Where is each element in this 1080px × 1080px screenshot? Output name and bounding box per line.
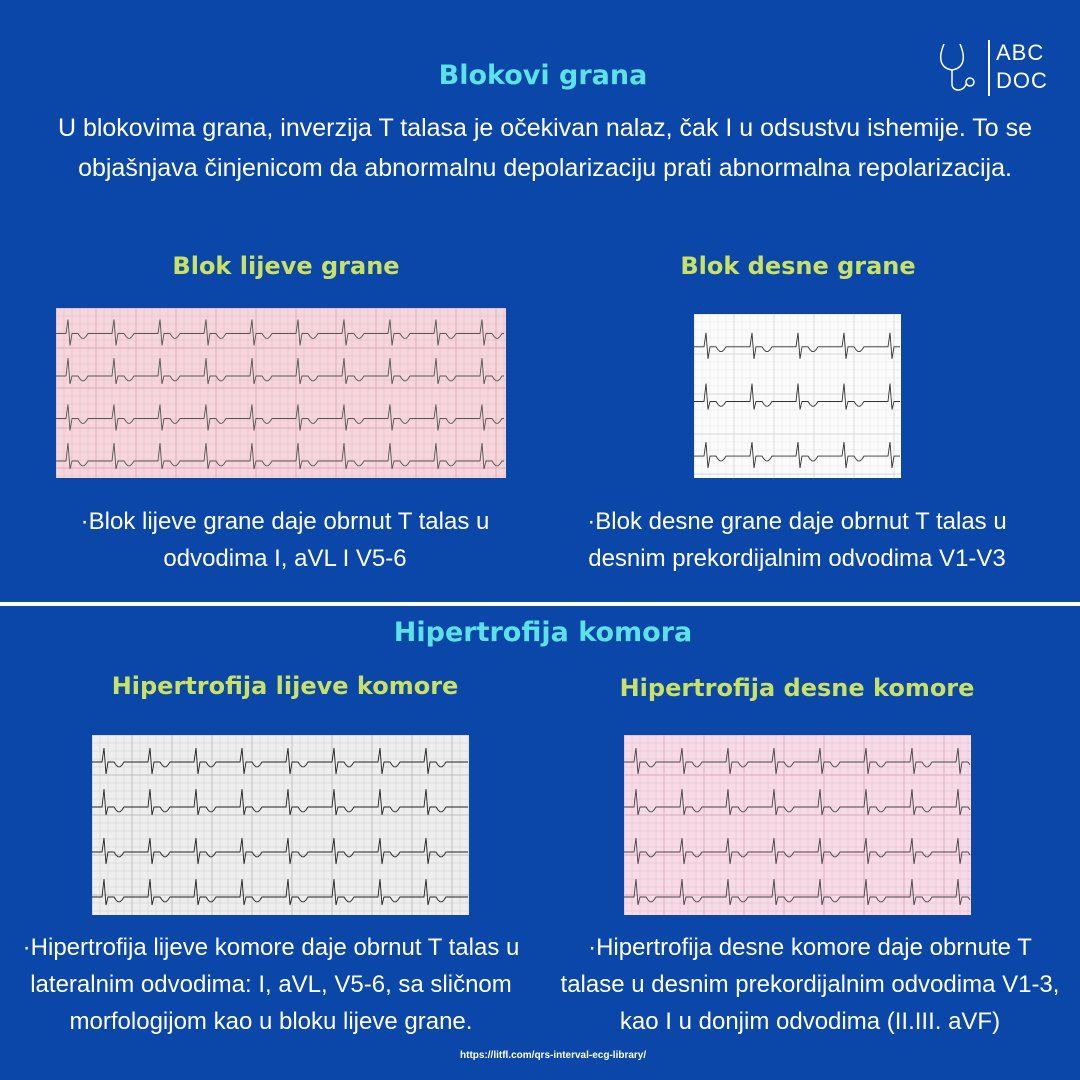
ecg-decoration: [56, 442, 504, 470]
ecg-image: [56, 308, 506, 478]
ecg-decoration: [694, 314, 901, 478]
subheading: Hipertrofija desne komore: [619, 674, 975, 702]
logo: ABC DOC: [930, 38, 1050, 98]
ecg-image: [694, 314, 901, 478]
ecg-decoration: [624, 837, 971, 865]
source-link: https://litfl.com/qrs-interval-ecg-libra…: [460, 1050, 647, 1061]
subheading: Blok desne grane: [680, 252, 916, 280]
ecg-decoration: [56, 308, 506, 478]
logo-text: DOC: [996, 68, 1048, 93]
ecg-decoration: [624, 878, 971, 906]
logo-text: ABC: [996, 40, 1045, 65]
ecg-decoration: [92, 878, 468, 906]
ecg-decoration: [694, 332, 900, 359]
ecg-decoration: [92, 747, 468, 775]
subheading: Blok lijeve grane: [172, 252, 400, 280]
ecg-decoration: [694, 383, 900, 410]
description: ·Hipertrofija desne komore daje obrnute …: [560, 934, 1060, 1035]
subheading: Hipertrofija lijeve komore: [111, 672, 459, 700]
ecg-decoration: [92, 788, 468, 816]
intro: U blokovima grana, inverzija T talasa je…: [57, 114, 1033, 182]
ecg-decoration: [56, 404, 504, 431]
description: ·Hipertrofija lijeve komore daje obrnut …: [22, 934, 520, 1035]
logo-icon: [939, 43, 975, 91]
section-title: Blokovi grana: [438, 60, 648, 91]
description: ·Blok desne grane daje obrnut T talas u …: [587, 508, 1007, 572]
ecg-decoration: [56, 357, 504, 385]
ecg-decoration: [56, 319, 504, 346]
ecg-decoration: [92, 735, 469, 915]
ecg-decoration: [624, 788, 971, 816]
divider: [0, 602, 1080, 606]
section-title: Hipertrofija komora: [393, 617, 693, 648]
ecg-decoration: [624, 747, 971, 775]
ecg-decoration: [92, 837, 468, 865]
ecg-image: [624, 735, 971, 915]
ecg-decoration: [694, 442, 900, 469]
description: ·Blok lijeve grane daje obrnut T talas u…: [80, 508, 490, 572]
ecg-image: [92, 735, 469, 915]
